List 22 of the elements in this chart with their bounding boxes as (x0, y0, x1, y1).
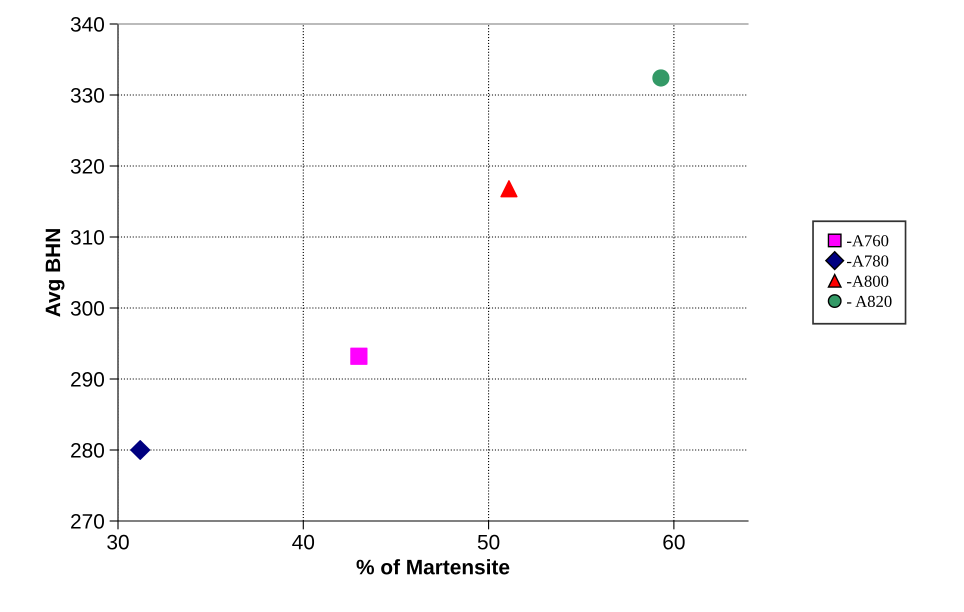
legend-label: -A760 (846, 235, 888, 246)
y-tick-label: 300 (70, 301, 104, 316)
x-tick-label: 40 (292, 534, 314, 550)
point (350, 348, 368, 365)
x-tick-label: 60 (663, 534, 685, 550)
y-tick-label: 330 (70, 88, 104, 103)
y-tick-label: 280 (71, 443, 104, 458)
x-axis-title: % of Martensite (356, 559, 510, 574)
y-tick-label: 310 (70, 230, 104, 245)
legend-label: -A800 (846, 276, 888, 287)
point (652, 69, 670, 87)
y-tick-label: 340 (70, 17, 104, 32)
point (500, 180, 518, 198)
x-tick-label: 50 (478, 534, 500, 550)
y-axis-title: Avg BHN (46, 229, 64, 317)
y-tick-label: 320 (70, 159, 104, 174)
x-tick-label: 30 (107, 534, 129, 550)
y-tick-label: 290 (71, 372, 104, 387)
legend-label: -A780 (846, 255, 888, 267)
y-tick-label: 270 (71, 514, 104, 529)
legend-label: - A820 (846, 296, 892, 308)
point (130, 440, 150, 460)
